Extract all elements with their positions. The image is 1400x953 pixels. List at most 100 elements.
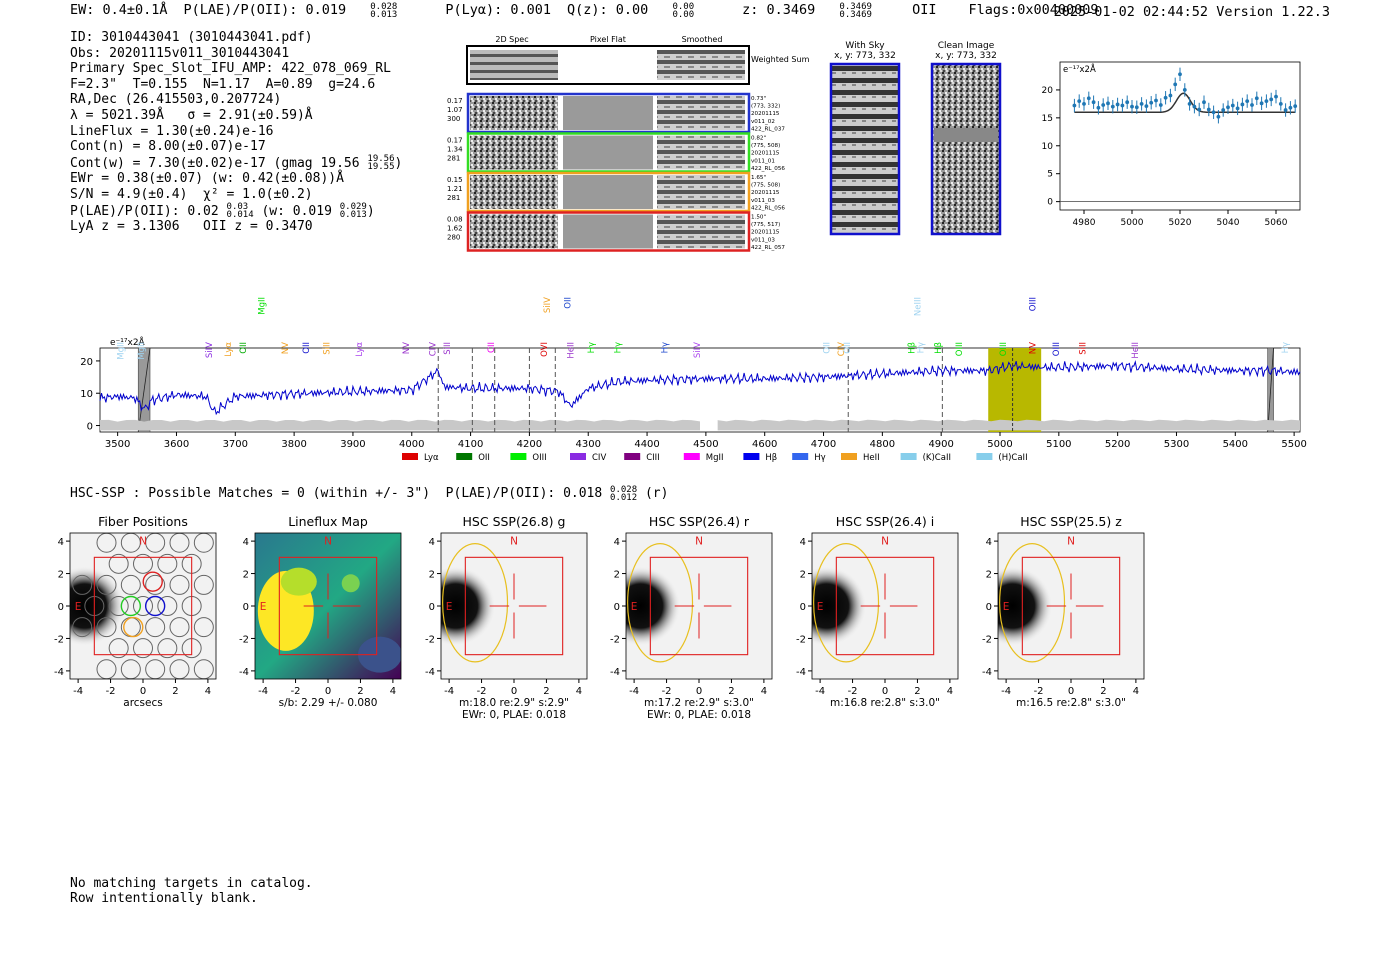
aperture-ellipse xyxy=(442,542,509,663)
zoom-data-point xyxy=(1283,108,1288,112)
spectrum-line-label: Hγ xyxy=(661,342,671,353)
with-sky-xy: x, y: 773, 332 xyxy=(834,51,896,61)
fiber-circle xyxy=(157,553,178,574)
zoom-data-point xyxy=(1134,105,1139,110)
lineflux-low xyxy=(357,636,401,673)
cutout-row-meta: 422_RL_056 xyxy=(751,166,785,172)
fiber-circle xyxy=(193,617,214,638)
cutout-smoothed xyxy=(657,135,745,170)
panel-y-tick-label: 4 xyxy=(800,537,806,548)
zoom-data-point xyxy=(1221,108,1226,112)
legend-swatch xyxy=(624,453,641,460)
cutout-row-stat: 1.21 xyxy=(447,185,463,193)
panel-x-tick-label: -4 xyxy=(444,686,454,697)
panel-x-tick-label: 4 xyxy=(761,686,767,697)
panel-caption: m:16.5 re:2.8" s:3.0" xyxy=(1016,697,1126,709)
panel-x-tick-label: 0 xyxy=(511,686,517,697)
panel-y-tick-label: 0 xyxy=(429,602,435,613)
spectrum-line-label: Hβ xyxy=(908,342,918,354)
zoom-data-point xyxy=(1139,101,1144,106)
cutout-row-stat: 0.17 xyxy=(447,97,463,105)
spectrum-x-tick-label: 3600 xyxy=(164,439,189,450)
panel-y-tick-label: -4 xyxy=(239,667,249,678)
spectrum-x-tick-label: 4600 xyxy=(752,439,777,450)
panel-x-tick-label: 0 xyxy=(882,686,888,697)
cutout-smoothed xyxy=(657,175,745,209)
flags: Flags:0x00400009 xyxy=(968,2,1099,18)
panel-x-tick-label: -4 xyxy=(815,686,825,697)
spectrum-line-label: OVI xyxy=(540,342,550,357)
zoom-x-tick-label: 4980 xyxy=(1073,218,1096,228)
cutout-headers: 2D Spec Pixel Flat Smoothed xyxy=(495,35,722,44)
cutout-row-meta: (775, 508) xyxy=(751,183,780,189)
zoom-unit-label: e⁻¹⁷x2Å xyxy=(1063,63,1096,75)
panel-y-tick-label: 2 xyxy=(800,570,806,581)
plae-info: P(LAE)/P(OII): 0.02 0.03 0.014 (w: 0.019 … xyxy=(70,201,375,220)
cutout-row-meta: 422_RL_056 xyxy=(751,205,785,211)
panel-y-tick-label: 4 xyxy=(614,537,620,548)
legend-label: Lyα xyxy=(424,453,439,463)
panel-caption: m:17.2 re:2.9" s:3.0" xyxy=(644,697,754,709)
cutout-row-meta: 20201115 xyxy=(751,111,780,117)
cutout-row-frame xyxy=(466,171,751,213)
spectrum-line-label: CIV xyxy=(837,342,847,356)
redshift-summary: z: 0.3469 0.3469 0.3469 OII xyxy=(742,2,937,20)
panel-y-tick-label: -2 xyxy=(610,634,620,645)
observation: Obs: 20201115v011_3010443041 xyxy=(70,45,290,61)
lya-oii-z: LyA z = 3.1306 OII z = 0.3470 xyxy=(70,219,313,235)
panel-x-tick-label: -2 xyxy=(106,686,116,697)
blank-row-note: Row intentionally blank. xyxy=(70,891,258,906)
qz-summary: Q(z): 0.00 0.00 0.00 xyxy=(567,2,695,20)
panel-y-tick-label: -2 xyxy=(425,634,435,645)
zoom-data-point xyxy=(1226,105,1230,110)
zoom-data-point xyxy=(1274,94,1278,99)
panel-fibers: Fiber Positions N E -4 -4 -2 -2 0 0 2 2 4 4 arcsecs xyxy=(54,514,217,709)
panel-y-tick-label: 0 xyxy=(614,602,620,613)
spectrum-line-label: SiII xyxy=(443,342,453,355)
panel-y-tick-label: 4 xyxy=(986,537,992,548)
zoom-data-point xyxy=(1158,103,1163,107)
sn-chi2: S/N = 4.9(±0.4) χ² = 1.0(±0.2) xyxy=(70,186,313,202)
fiber-highlight xyxy=(142,571,163,592)
plae-summary: P(LAE)/P(OII): 0.019 0.028 0.013 xyxy=(183,2,398,20)
zoom-line-fit-chart: 4980 5000 5020 5040 5060 0 5 10 15 20 e⁻¹⁷x2Å xyxy=(1042,61,1301,228)
spectrum-line-label: NV xyxy=(402,342,412,354)
panel-y-tick-label: 4 xyxy=(429,537,435,548)
aperture-ellipse xyxy=(627,542,694,663)
panel-y-tick-label: 2 xyxy=(614,570,620,581)
hsc-plae-upper: 0.028 xyxy=(610,485,638,495)
plae-w-upper: 0.029 xyxy=(339,201,367,212)
cutout-row-meta: v011_03 xyxy=(751,237,775,243)
panel-y-tick-label: 0 xyxy=(243,602,249,613)
fiber-circle xyxy=(72,574,93,595)
cutout-row-meta: 0.73" xyxy=(751,96,766,102)
spectrum-x-tick-label: 5400 xyxy=(1223,439,1248,450)
cutout-row-meta: (773, 332) xyxy=(751,104,780,110)
zoom-x-tick-label: 5040 xyxy=(1217,218,1240,228)
east-marker: E xyxy=(817,601,824,613)
cutout-row-stat: 281 xyxy=(447,155,460,163)
fiber-circle xyxy=(72,617,93,638)
panel-image: HSC SSP(26.4) i N E -4 -4 -2 -2 0 0 2 2 4 4 m:16.8 re… xyxy=(796,514,959,709)
fiber-circle xyxy=(120,574,141,595)
spectrum-x-tick-label: 3800 xyxy=(281,439,306,450)
panel-caption-2: EWr: 0, PLAE: 0.018 xyxy=(647,709,751,721)
zoom-data-point xyxy=(1115,102,1120,107)
plae-info-lower: 0.014 xyxy=(226,209,254,220)
spectrum-legend: Lyα OII OIII CIV CIII MgII Hβ Hγ HeII (K)CaII (H)C… xyxy=(402,453,1028,463)
panel-image xyxy=(255,533,401,679)
legend-swatch xyxy=(402,453,418,460)
hsc-band: (r) xyxy=(644,486,669,501)
panel-image: HSC SSP(26.8) g N E -4 -4 -2 -2 0 0 2 2 4 4 m:18.0 re… xyxy=(425,514,588,721)
legend-label: Hγ xyxy=(814,453,825,463)
legend-label: Hβ xyxy=(765,453,777,463)
cutout-row-stat: 300 xyxy=(447,115,460,123)
detection-id: ID: 3010443041 (3010443041.pdf) xyxy=(70,30,313,45)
panel-x-tick-label: 0 xyxy=(696,686,702,697)
fiber-circle xyxy=(169,617,190,638)
zoom-data-point xyxy=(1163,95,1168,100)
header-2d-spec: 2D Spec xyxy=(495,35,528,44)
cutout-2d-spec xyxy=(470,135,558,170)
legend-swatch xyxy=(976,453,993,460)
